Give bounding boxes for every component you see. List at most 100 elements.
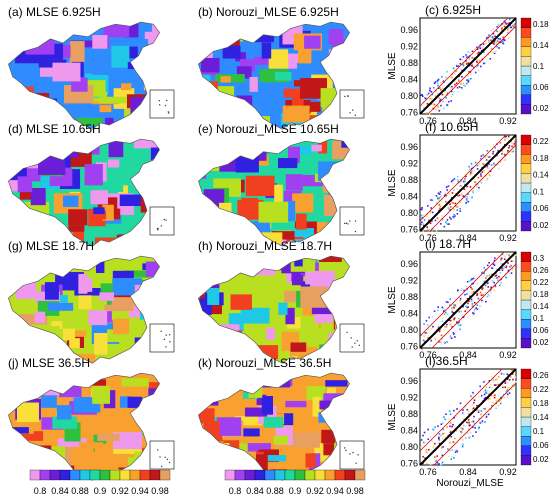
- map-colorbar: 0.8 0.84 0.88 0.9 0.92 0.94 0.98: [224, 469, 366, 496]
- y-tick-label: 0.84: [400, 75, 418, 85]
- colorbar-label: 0.92: [111, 486, 129, 496]
- scatter-ylabel: MLSE: [387, 52, 398, 80]
- colorbar-label: 0.98: [151, 486, 169, 496]
- south-china-sea-inset: [149, 206, 175, 236]
- map-fill: [198, 256, 350, 364]
- cbar-label: 0.18: [533, 20, 549, 29]
- south-china-sea-inset: [149, 323, 175, 353]
- y-tick-label: 0.84: [400, 309, 418, 319]
- map-panel: (h) Norouzi_MLSE 18.7H: [198, 239, 365, 364]
- y-tick-label: 0.80: [400, 325, 418, 335]
- y-tick-label: 0.96: [400, 25, 418, 35]
- south-china-sea-inset: [339, 323, 365, 353]
- colorbar-label: 0.9: [94, 486, 107, 496]
- panel-title: (l)36.5H: [425, 354, 468, 368]
- cbar-label: 0.14: [533, 413, 549, 422]
- cbar-label: 0.1: [533, 427, 545, 436]
- panel-title: (e) Norouzi_MLSE 10.65H: [198, 122, 339, 136]
- scatter-panel: (l)36.5H MLSE 0.96 0.92 0.88 0.84 0.80 0.760.76…: [387, 354, 549, 477]
- y-tick-label: 0.84: [400, 426, 418, 436]
- colorbar-label: 0.94: [326, 486, 344, 496]
- cbar-label: 0.06: [533, 83, 549, 92]
- south-china-sea-inset: [339, 440, 365, 470]
- cbar-label: 0.26: [533, 266, 549, 275]
- cbar-label: 0.14: [533, 302, 549, 311]
- y-tick-label: 0.88: [400, 58, 418, 68]
- x-tick-label: 0.84: [459, 350, 477, 360]
- x-tick-label: 0.92: [499, 467, 517, 477]
- colorbar-label: 0.8: [34, 486, 47, 496]
- cbar-label: 0.18: [533, 399, 549, 408]
- y-tick-label: 0.88: [400, 175, 418, 185]
- map-panel: (d) MLSE 10.65H: [8, 122, 175, 247]
- y-tick-label: 0.92: [400, 159, 418, 169]
- cbar-label: 0.02: [533, 221, 549, 230]
- panel-title: (b) Norouzi_MLSE 6.925H: [198, 5, 339, 19]
- scatter-ylabel: MLSE: [387, 169, 398, 197]
- scatter-colorbar: 0.18 0.14 0.1 0.06 0.02: [520, 17, 549, 115]
- cbar-label: 0.02: [533, 338, 549, 347]
- cbar-label: 0.3: [533, 254, 545, 263]
- cbar-label: 0.18: [533, 154, 549, 163]
- colorbar-label: 0.94: [131, 486, 149, 496]
- south-china-sea-inset: [149, 440, 175, 470]
- colorbar-label: 0.9: [289, 486, 302, 496]
- x-tick-label: 0.76: [419, 350, 437, 360]
- cbar-label: 0.22: [533, 385, 549, 394]
- colorbar-label: 0.92: [306, 486, 324, 496]
- panel-title: (k) Norouzi_MLSE 36.5H: [198, 356, 331, 370]
- y-tick-label: 0.96: [400, 142, 418, 152]
- scatter-xlabel: Norouzi_MLSE: [436, 478, 504, 489]
- y-tick-label: 0.84: [400, 192, 418, 202]
- panel-title: (f) 10.65H: [425, 120, 478, 134]
- y-tick-label: 0.92: [400, 42, 418, 52]
- south-china-sea-inset: [339, 206, 365, 236]
- cbar-label: 0.14: [533, 171, 549, 180]
- scatter-ylabel: MLSE: [387, 403, 398, 431]
- y-tick-label: 0.88: [400, 292, 418, 302]
- x-tick-label: 0.76: [419, 233, 437, 243]
- colorbar-label: 0.88: [71, 486, 89, 496]
- y-tick-label: 0.88: [400, 409, 418, 419]
- scatter-colorbar: 0.3 0.26 0.22 0.18 0.14 0.1 0.06 0.02: [520, 251, 549, 349]
- cbar-label: 0.1: [533, 62, 545, 71]
- panel-title: (c) 6.925H: [425, 3, 481, 17]
- panel-title: (j) MLSE 36.5H: [8, 356, 90, 370]
- colorbar-label: 0.84: [51, 486, 69, 496]
- y-tick-label: 0.76: [400, 225, 418, 235]
- y-tick-label: 0.76: [400, 342, 418, 352]
- south-china-sea-inset: [339, 89, 365, 119]
- x-tick-label: 0.76: [419, 467, 437, 477]
- y-tick-label: 0.96: [400, 376, 418, 386]
- x-tick-label: 0.84: [459, 233, 477, 243]
- panel-title: (d) MLSE 10.65H: [8, 122, 101, 136]
- x-tick-label: 0.92: [499, 116, 517, 126]
- cbar-label: 0.06: [533, 326, 549, 335]
- scatter-panel: (f) 10.65HMLSE0.960.920.880.840.800.760.…: [387, 120, 549, 243]
- y-tick-label: 0.96: [400, 259, 418, 269]
- cbar-label: 0.26: [533, 371, 549, 380]
- x-tick-label: 0.92: [499, 350, 517, 360]
- cbar-label: 0.02: [533, 104, 549, 113]
- scatter-colorbar: 0.22 0.18 0.14 0.1 0.06 0.02: [520, 134, 549, 232]
- y-tick-label: 0.76: [400, 108, 418, 118]
- colorbar-label: 0.98: [346, 486, 364, 496]
- colorbar-label: 0.88: [266, 486, 284, 496]
- x-tick-label: 0.92: [499, 233, 517, 243]
- south-china-sea-inset: [149, 89, 175, 119]
- cbar-label: 0.22: [533, 278, 549, 287]
- x-tick-label: 0.84: [459, 116, 477, 126]
- x-tick-label: 0.84: [459, 467, 477, 477]
- panel-title: (g) MLSE 18.7H: [8, 239, 94, 253]
- scatter-panel: (i) 18.7H MLSE 0.96 0.92 0.88 0.84 0.80 0.760.7…: [387, 237, 549, 360]
- y-tick-label: 0.92: [400, 276, 418, 286]
- y-tick-label: 0.80: [400, 442, 418, 452]
- y-tick-label: 0.80: [400, 91, 418, 101]
- scatter-panel: (c) 6.925H MLSE 0.96 0.92 0.88 0.84 0.80 0.76 0.…: [387, 3, 549, 126]
- map-panel: (e) Norouzi_MLSE 10.65H: [198, 122, 365, 247]
- panel-title: (i) 18.7H: [425, 237, 471, 251]
- y-tick-label: 0.76: [400, 459, 418, 469]
- panel-title: (h) Norouzi_MLSE 18.7H: [198, 239, 332, 253]
- cbar-label: 0.1: [533, 187, 545, 196]
